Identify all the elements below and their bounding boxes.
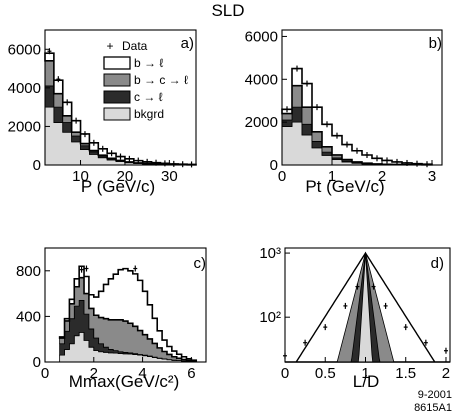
x-tick-label: 30 — [161, 168, 178, 185]
y-tick-label: 0 — [33, 157, 41, 174]
plot-frame — [284, 247, 451, 363]
panel-a-label: a) — [181, 35, 194, 52]
panel-b-label: b) — [429, 35, 442, 52]
x-tick-label: 1 — [361, 365, 369, 382]
y-tick-label: 10² — [259, 309, 281, 326]
x-tick-label: 4 — [138, 365, 146, 382]
figure-title: SLD — [211, 1, 244, 20]
legend-swatch-c-to-l — [103, 90, 131, 104]
plot-frame — [44, 247, 207, 363]
y-tick-label: 6000 — [8, 41, 41, 58]
x-tick-label: 3 — [428, 168, 436, 185]
x-tick-label: 2 — [378, 168, 386, 185]
panel-b-xlabel: Pt (GeV/c) — [305, 177, 384, 196]
footer-id: 8615A1 — [414, 402, 452, 414]
y-tick-label: 4000 — [245, 71, 278, 88]
legend-data-marker: + — [106, 39, 113, 53]
x-tick-label: 1.5 — [395, 365, 416, 382]
legend: + Data b → ℓ b → c → ℓ c → ℓ bkgrd — [103, 39, 188, 121]
x-tick-label: 6 — [187, 365, 195, 382]
legend-b-to-c-to-l: b → c → ℓ — [134, 73, 188, 87]
legend-b-to-l: b → ℓ — [134, 56, 163, 70]
panel-d-xlabel: L/D — [353, 372, 379, 391]
y-tick-label: 400 — [16, 308, 41, 325]
legend-data: Data — [122, 39, 148, 53]
x-tick-label: 0 — [278, 168, 286, 185]
x-tick-label: 2 — [442, 365, 450, 382]
x-tick-label: 20 — [117, 168, 134, 185]
legend-swatch-bkgrd — [103, 107, 131, 121]
y-tick-label: 800 — [16, 263, 41, 280]
y-tick-label: 0 — [33, 354, 41, 371]
y-tick-label: 2000 — [245, 114, 278, 131]
legend-c-to-l: c → ℓ — [134, 90, 163, 104]
x-tick-label: 10 — [72, 168, 89, 185]
panel-a-xlabel: P (GeV/c) — [81, 177, 155, 196]
y-tick-label: 4000 — [8, 80, 41, 97]
panel-b: b) Pt (GeV/c) 0 1 2 3 0 2000 4000 6000 — [245, 28, 443, 196]
x-tick-label: 2 — [90, 365, 98, 382]
y-tick-label: 10³ — [259, 245, 281, 262]
y-tick-label: 2000 — [8, 118, 41, 135]
plot-frame — [44, 29, 197, 166]
panel-d: d) L/D 0 0.5 1 1.5 2 10² 10³ — [259, 245, 451, 391]
legend-swatch-b-to-l — [103, 56, 131, 70]
y-tick-label: 0 — [270, 157, 278, 174]
y-tick-label: 6000 — [245, 28, 278, 45]
footer-date: 9-2001 — [418, 389, 452, 401]
plot-frame — [281, 29, 443, 166]
panel-a: a) P (GeV/c) + Data b → ℓ b → c → ℓ c → … — [8, 29, 197, 196]
panel-d-label: d) — [431, 255, 444, 272]
x-tick-label: 0 — [281, 365, 289, 382]
x-tick-label: 1 — [328, 168, 336, 185]
panel-c-label: c) — [194, 255, 207, 272]
legend-bkgrd: bkgrd — [134, 107, 164, 121]
panel-c: c) Mmax(GeV/c²) 0 2 4 6 0 400 800 — [16, 247, 207, 391]
legend-swatch-b-to-c-to-l — [103, 73, 131, 87]
x-tick-label: 0.5 — [315, 365, 336, 382]
x-tick-label: 0 — [41, 365, 49, 382]
panel-c-xlabel: Mmax(GeV/c²) — [69, 372, 180, 391]
